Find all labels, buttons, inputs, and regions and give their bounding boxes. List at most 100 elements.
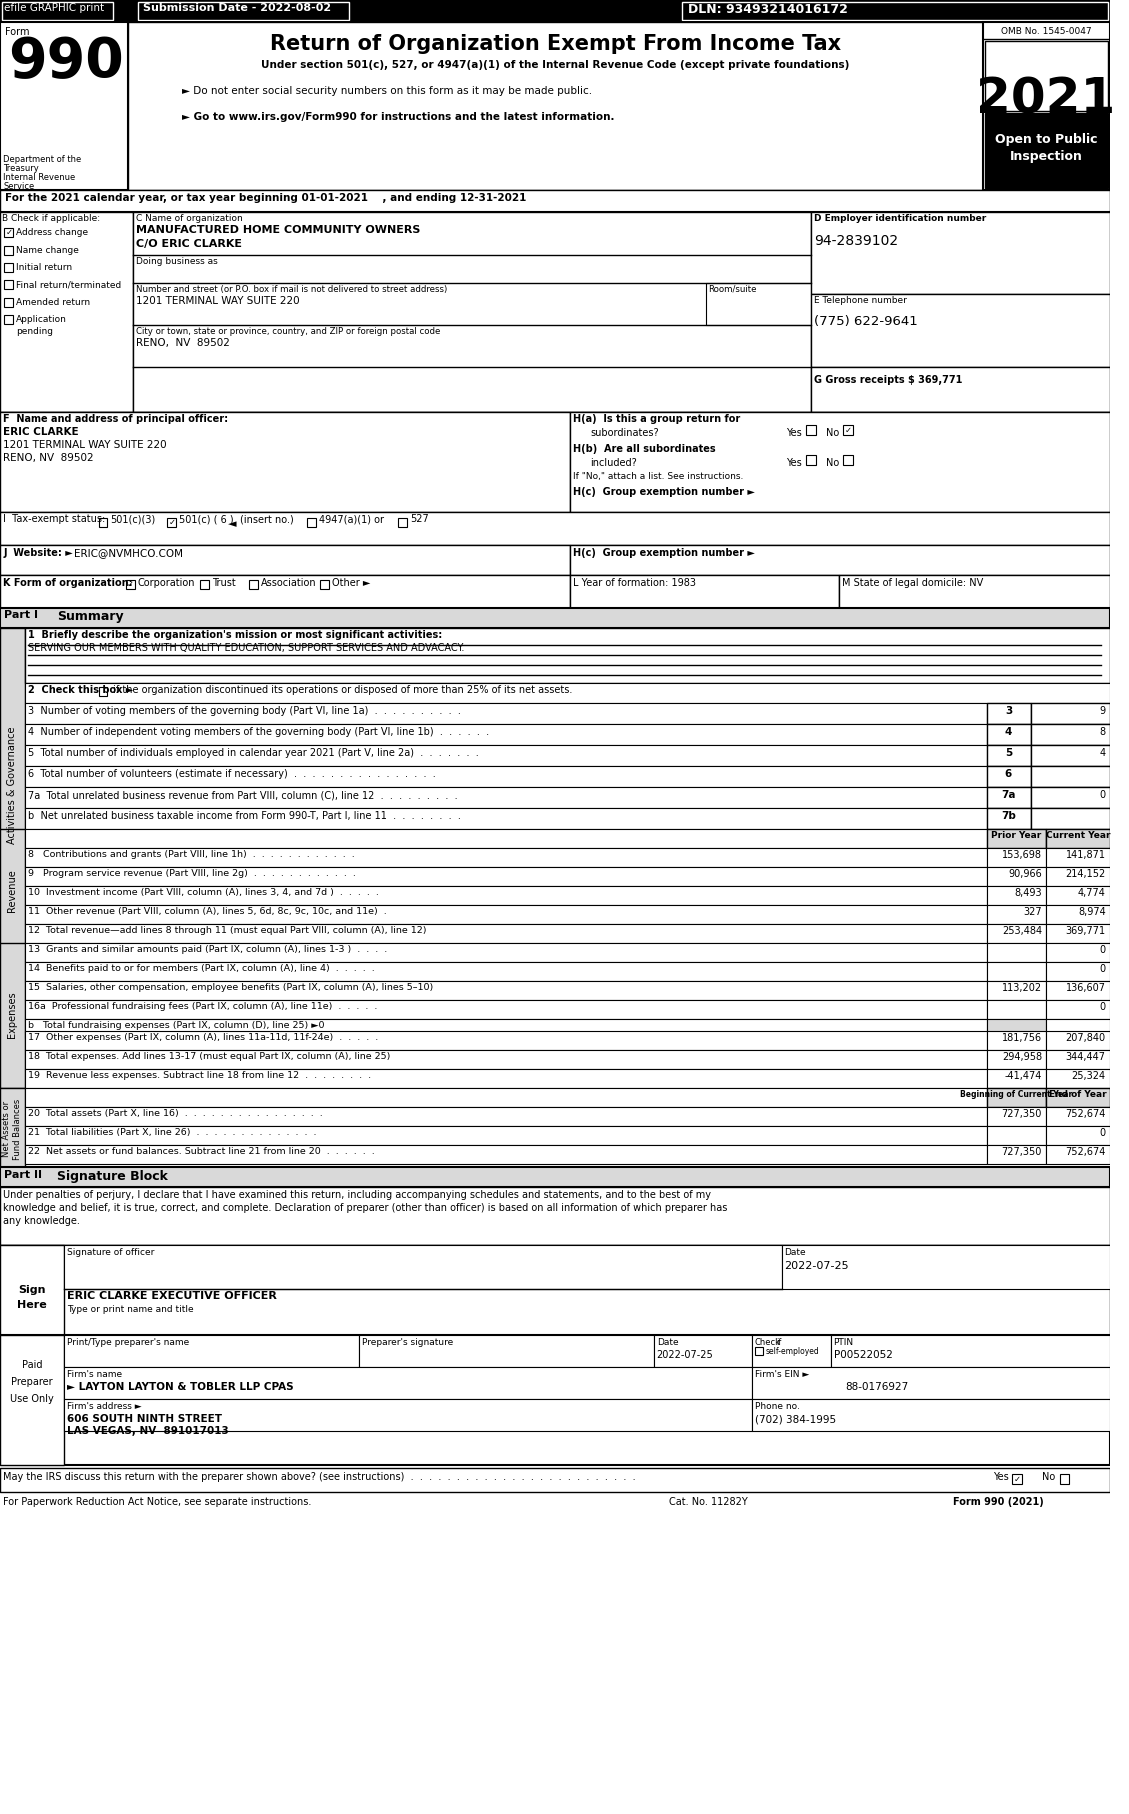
- Bar: [25, 1000, 987, 1019]
- Bar: [25, 905, 987, 923]
- Text: Trust: Trust: [211, 579, 235, 588]
- Text: Date: Date: [657, 1339, 679, 1348]
- Text: 17  Other expenses (Part IX, column (A), lines 11a-11d, 11f-24e)  .  .  .  .  .: 17 Other expenses (Part IX, column (A), …: [28, 1032, 378, 1041]
- Text: May the IRS discuss this return with the preparer shown above? (see instructions: May the IRS discuss this return with the…: [3, 1471, 636, 1482]
- Bar: [1045, 981, 1110, 1000]
- Bar: [25, 1126, 987, 1145]
- Text: 990: 990: [8, 34, 124, 89]
- Bar: [64, 1335, 359, 1368]
- Bar: [806, 424, 816, 435]
- Text: 0: 0: [1100, 945, 1105, 954]
- Text: SERVING OUR MEMBERS WITH QUALITY EDUCATION, SUPPORT SERVICES AND ADVACACY.: SERVING OUR MEMBERS WITH QUALITY EDUCATI…: [28, 642, 464, 653]
- Text: Signature Block: Signature Block: [58, 1170, 168, 1183]
- Text: 369,771: 369,771: [1066, 925, 1105, 936]
- Text: Firm's EIN ►: Firm's EIN ►: [755, 1370, 809, 1379]
- Bar: [5, 247, 14, 256]
- Text: 9   Program service revenue (Part VIII, line 2g)  .  .  .  .  .  .  .  .  .  .  : 9 Program service revenue (Part VIII, li…: [28, 869, 356, 878]
- Bar: [0, 512, 1110, 544]
- Bar: [0, 943, 25, 1088]
- Text: C/O ERIC CLARKE: C/O ERIC CLARKE: [135, 239, 242, 249]
- Text: 22  Net assets or fund balances. Subtract line 21 from line 20  .  .  .  .  .  .: 22 Net assets or fund balances. Subtract…: [28, 1146, 375, 1156]
- Text: 0: 0: [1100, 1001, 1105, 1012]
- Text: 5  Total number of individuals employed in calendar year 2021 (Part V, line 2a) : 5 Total number of individuals employed i…: [28, 747, 479, 758]
- Bar: [167, 519, 176, 528]
- Bar: [200, 580, 209, 590]
- Text: ERIC@NVMHCO.COM: ERIC@NVMHCO.COM: [75, 548, 183, 559]
- Text: 12  Total revenue—add lines 8 through 11 (must equal Part VIII, column (A), line: 12 Total revenue—add lines 8 through 11 …: [28, 925, 427, 934]
- Bar: [1045, 943, 1110, 961]
- Text: H(a)  Is this a group return for: H(a) Is this a group return for: [574, 414, 741, 424]
- Text: 5: 5: [1005, 747, 1012, 758]
- Bar: [0, 1088, 25, 1170]
- Text: ► Go to www.irs.gov/Form990 for instructions and the latest information.: ► Go to www.irs.gov/Form990 for instruct…: [182, 112, 614, 122]
- Bar: [987, 847, 1045, 867]
- Text: 2022-07-25: 2022-07-25: [785, 1261, 849, 1272]
- Text: 727,350: 727,350: [1001, 1146, 1042, 1157]
- Text: Activities & Governance: Activities & Governance: [7, 726, 17, 844]
- Text: 1201 TERMINAL WAY SUITE 220: 1201 TERMINAL WAY SUITE 220: [3, 441, 167, 450]
- Text: Inspection: Inspection: [1009, 151, 1083, 163]
- Text: 10  Investment income (Part VIII, column (A), lines 3, 4, and 7d )  .  .  .  .  : 10 Investment income (Part VIII, column …: [28, 889, 379, 896]
- Bar: [987, 1068, 1045, 1088]
- Text: H(c)  Group exemption number ►: H(c) Group exemption number ►: [574, 486, 755, 497]
- Text: Expenses: Expenses: [7, 992, 17, 1038]
- Text: Here: Here: [17, 1301, 46, 1310]
- Bar: [987, 704, 1031, 724]
- Text: 0: 0: [1100, 1128, 1105, 1137]
- Bar: [5, 263, 14, 272]
- Bar: [654, 1335, 752, 1368]
- Text: (insert no.): (insert no.): [240, 513, 294, 524]
- Text: 16a  Professional fundraising fees (Part IX, column (A), line 11e)  .  .  .  .  : 16a Professional fundraising fees (Part …: [28, 1001, 377, 1010]
- Text: Treasury: Treasury: [3, 163, 40, 172]
- Bar: [25, 1068, 987, 1088]
- Bar: [1031, 746, 1110, 766]
- Bar: [987, 766, 1031, 787]
- Text: 181,756: 181,756: [1001, 1032, 1042, 1043]
- Text: Department of the: Department of the: [3, 154, 81, 163]
- Bar: [811, 212, 1110, 294]
- Bar: [843, 455, 854, 464]
- Text: ERIC CLARKE EXECUTIVE OFFICER: ERIC CLARKE EXECUTIVE OFFICER: [68, 1292, 277, 1301]
- Text: If "No," attach a list. See instructions.: If "No," attach a list. See instructions…: [574, 472, 744, 481]
- Text: Paid: Paid: [21, 1360, 42, 1370]
- Bar: [984, 112, 1108, 189]
- Bar: [25, 1050, 987, 1068]
- Text: Signature of officer: Signature of officer: [68, 1248, 155, 1257]
- Bar: [126, 580, 135, 590]
- Text: Firm's name: Firm's name: [68, 1370, 122, 1379]
- Bar: [0, 608, 1110, 628]
- Bar: [1045, 905, 1110, 923]
- Bar: [133, 212, 811, 412]
- Text: ► Do not enter social security numbers on this form as it may be made public.: ► Do not enter social security numbers o…: [182, 85, 593, 96]
- Bar: [25, 724, 987, 746]
- Bar: [987, 787, 1031, 807]
- Text: Part I: Part I: [5, 610, 38, 620]
- Text: 752,674: 752,674: [1066, 1108, 1105, 1119]
- Bar: [1045, 1030, 1110, 1050]
- Bar: [25, 807, 987, 829]
- Bar: [1045, 1107, 1110, 1126]
- Text: F  Name and address of principal officer:: F Name and address of principal officer:: [3, 414, 228, 424]
- Text: Other ►: Other ►: [332, 579, 370, 588]
- Bar: [1031, 766, 1110, 787]
- Bar: [755, 1348, 763, 1355]
- Bar: [1045, 847, 1110, 867]
- Text: Use Only: Use Only: [10, 1393, 54, 1404]
- Bar: [5, 279, 14, 288]
- Bar: [25, 1019, 987, 1038]
- Text: if: if: [777, 1339, 782, 1348]
- Text: I  Tax-exempt status:: I Tax-exempt status:: [3, 513, 106, 524]
- Text: 15  Salaries, other compensation, employee benefits (Part IX, column (A), lines : 15 Salaries, other compensation, employe…: [28, 983, 434, 992]
- Text: 0: 0: [1100, 791, 1105, 800]
- Bar: [0, 628, 25, 943]
- Text: 25,324: 25,324: [1071, 1070, 1105, 1081]
- Bar: [1045, 885, 1110, 905]
- Text: 344,447: 344,447: [1066, 1052, 1105, 1061]
- Text: G Gross receipts $ 369,771: G Gross receipts $ 369,771: [814, 375, 962, 385]
- Text: 4,774: 4,774: [1078, 889, 1105, 898]
- Bar: [706, 283, 811, 325]
- Text: 11  Other revenue (Part VIII, column (A), lines 5, 6d, 8c, 9c, 10c, and 11e)  .: 11 Other revenue (Part VIII, column (A),…: [28, 907, 386, 916]
- Bar: [307, 519, 316, 528]
- Text: any knowledge.: any knowledge.: [3, 1215, 80, 1226]
- Text: 113,202: 113,202: [1001, 983, 1042, 992]
